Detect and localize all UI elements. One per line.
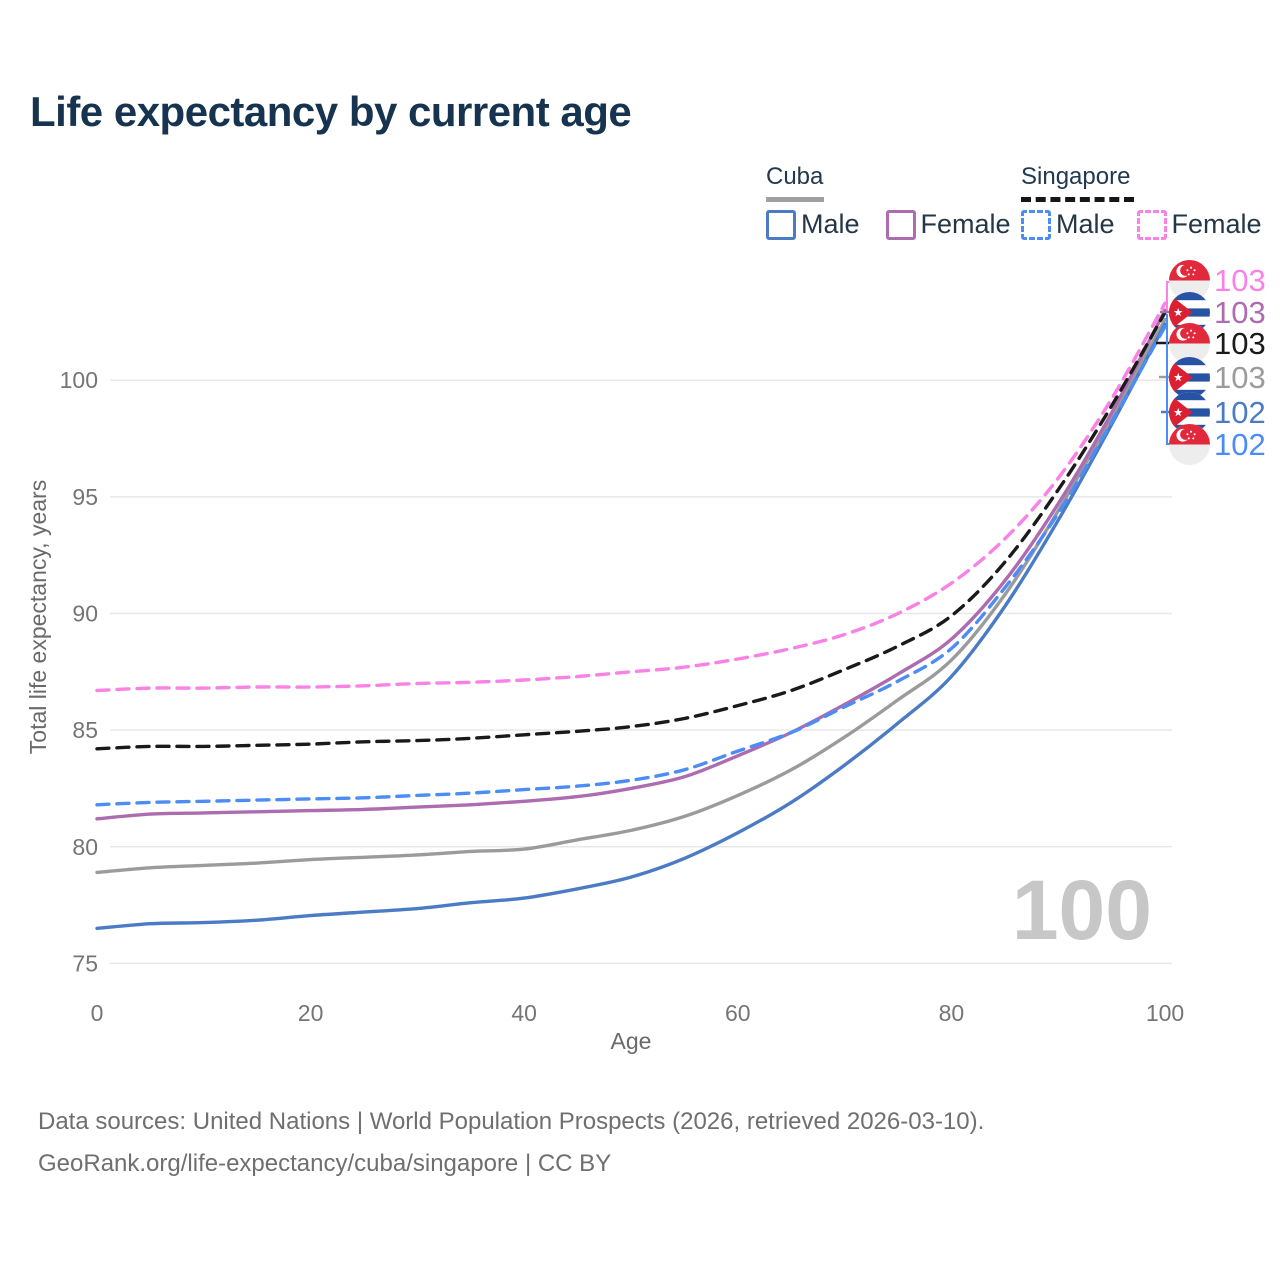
y-tick-95: 95 [72, 484, 98, 510]
end-label-value: 103 [1214, 325, 1266, 361]
cuba-male-label[interactable]: Male [801, 209, 860, 239]
data-sources-text: Data sources: United Nations | World Pop… [38, 1108, 985, 1135]
x-tick-0: 0 [91, 1000, 104, 1026]
attribution-link[interactable]: GeoRank.org/life-expectancy/cuba/singapo… [38, 1150, 612, 1177]
singapore-male-label[interactable]: Male [1056, 209, 1115, 239]
series-line-singapore-male[interactable] [95, 324, 1167, 807]
series-line-cuba-male[interactable] [95, 322, 1167, 931]
page-title: Life expectancy by current age [30, 88, 632, 135]
x-tick-20: 20 [298, 1000, 324, 1026]
x-tick-80: 80 [939, 1000, 965, 1026]
end-label-value: 103 [1214, 294, 1266, 330]
end-label-cuba-all: 103 [1169, 357, 1274, 398]
y-axis-title: Total life expectancy, years [25, 480, 51, 754]
legend-country-singapore[interactable]: Singapore [1021, 163, 1131, 190]
legend-group-singapore: Singapore Male Female [1021, 163, 1262, 240]
x-tick-40: 40 [511, 1000, 537, 1026]
series-line-singapore-both-sexes-[interactable] [95, 310, 1167, 751]
legend-country-cuba[interactable]: Cuba [766, 163, 824, 190]
series-line-singapore-female[interactable] [95, 301, 1167, 693]
end-label-value: 103 [1214, 262, 1266, 298]
end-label-value: 103 [1214, 359, 1266, 395]
series-line-cuba-both-sexes-[interactable] [95, 317, 1167, 875]
y-tick-90: 90 [72, 600, 98, 626]
end-label-singapore-male: 102 [1169, 424, 1274, 465]
age-watermark: 100 [1011, 863, 1152, 957]
y-tick-80: 80 [72, 834, 98, 860]
cuba-female-swatch[interactable] [885, 209, 916, 240]
cuba-female-label[interactable]: Female [920, 209, 1011, 239]
end-label-value: 102 [1214, 394, 1266, 430]
y-tick-100: 100 [60, 367, 98, 393]
series-line-cuba-female[interactable] [95, 308, 1167, 821]
y-tick-85: 85 [72, 717, 98, 743]
end-label-value: 102 [1214, 426, 1266, 462]
x-tick-100: 100 [1146, 1000, 1184, 1026]
singapore-female-swatch[interactable] [1136, 209, 1167, 240]
singapore-flag-icon [1169, 424, 1210, 465]
cuba-male-swatch[interactable] [766, 209, 796, 240]
singapore-dashed-line-swatch [1021, 197, 1134, 202]
x-tick-60: 60 [725, 1000, 751, 1026]
legend-group-cuba: Cuba Male Female [766, 163, 1011, 240]
singapore-female-label[interactable]: Female [1171, 209, 1262, 239]
singapore-male-swatch[interactable] [1021, 209, 1051, 240]
cuba-solid-line-swatch [766, 197, 824, 202]
x-axis-title: Age [611, 1028, 652, 1054]
y-tick-75: 75 [72, 950, 98, 976]
